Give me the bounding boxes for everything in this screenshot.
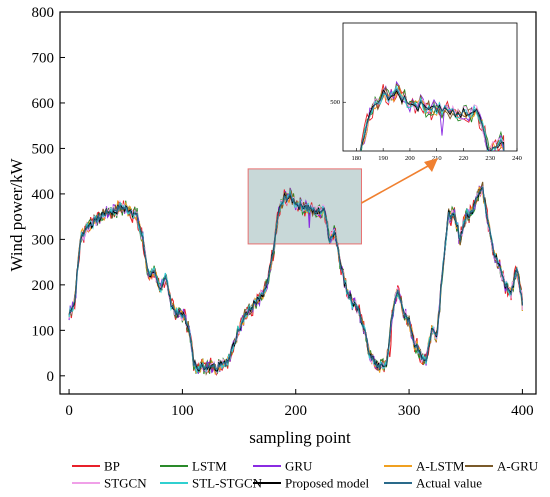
- inset-x-tick-label: 200: [405, 155, 415, 162]
- x-tick-label: 300: [398, 403, 421, 419]
- inset-x-tick-label: 230: [485, 155, 495, 162]
- legend: BP LSTM GRU A-LSTM A-GRU STGCN STL-STGCN Propos…: [72, 459, 539, 491]
- y-tick-label: 600: [32, 96, 55, 112]
- x-tick-label: 0: [65, 403, 73, 419]
- legend-label-gru: GRU: [285, 459, 313, 474]
- series-line-actual-value: [68, 186, 523, 371]
- y-tick-label: 0: [47, 369, 55, 385]
- x-axis-title: sampling point: [249, 428, 351, 447]
- legend-label-a-gru: A-GRU: [497, 459, 539, 474]
- legend-label-proposed-model: Proposed model: [285, 476, 370, 491]
- y-axis-title: Wind power/kW: [7, 158, 26, 272]
- legend-label-actual-value: Actual value: [416, 476, 482, 491]
- inset-x-tick-label: 240: [512, 155, 522, 162]
- inset-x-tick-label: 180: [352, 155, 362, 162]
- plot-area: [68, 168, 523, 377]
- legend-label-lstm: LSTM: [192, 459, 227, 474]
- inset-x-tick-label: 190: [378, 155, 388, 162]
- y-tick-label: 100: [32, 323, 55, 339]
- inset-zoom: 180190200210220230240500: [330, 22, 522, 204]
- inset-line-actual-value: [360, 87, 505, 151]
- y-tick-label: 200: [32, 278, 55, 294]
- legend-label-stgcn: STGCN: [104, 476, 147, 491]
- y-tick-label: 300: [32, 232, 55, 248]
- x-tick-label: 100: [171, 403, 194, 419]
- y-tick-label: 400: [32, 187, 55, 203]
- zoom-arrow-line: [361, 165, 429, 204]
- inset-series: [359, 80, 505, 151]
- y-tick-label: 800: [32, 5, 55, 21]
- y-tick-label: 700: [32, 50, 55, 66]
- x-tick-label: 200: [284, 403, 307, 419]
- inset-x-tick-label: 220: [459, 155, 469, 162]
- legend-label-bp: BP: [104, 459, 120, 474]
- plot-frame: [59, 11, 537, 395]
- inset-frame: [342, 22, 518, 152]
- x-tick-label: 400: [511, 403, 534, 419]
- y-tick-label: 500: [32, 141, 55, 157]
- axes: 0 100 200 300 400 0 100 200 300 400 500 600 700 800: [32, 5, 537, 419]
- zoom-arrow-head: [424, 158, 438, 172]
- legend-label-a-lstm: A-LSTM: [416, 459, 465, 474]
- inset-y-tick-label: 500: [330, 99, 340, 106]
- legend-label-stl-stgcn: STL-STGCN: [192, 476, 263, 491]
